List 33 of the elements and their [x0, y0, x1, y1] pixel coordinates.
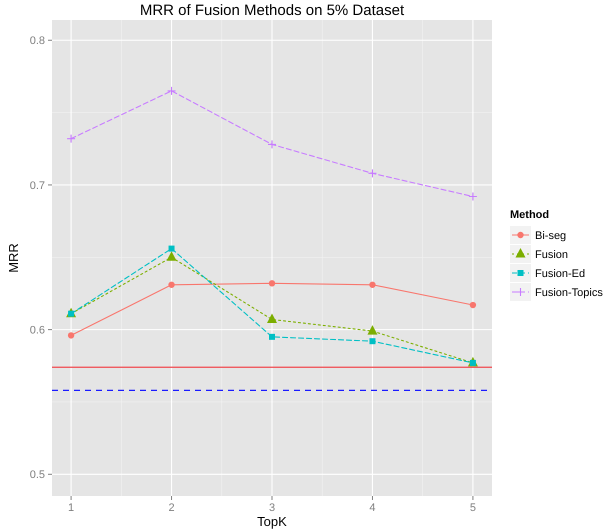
legend-label: Fusion-Topics: [535, 286, 604, 299]
y-axis-title: MRR: [6, 243, 21, 273]
y-tick-label: 0.5: [30, 469, 45, 482]
x-tick-label: 1: [68, 502, 74, 514]
y-tick-label: 0.6: [30, 324, 45, 336]
x-tick-label: 4: [369, 502, 376, 514]
legend-label: Bi-seg: [535, 230, 566, 242]
x-tick-label: 3: [268, 502, 276, 514]
y-tick-label: 0.8: [30, 35, 45, 48]
x-tick-label: 2: [168, 502, 175, 514]
legend-label: Fusion-Ed: [535, 268, 586, 280]
x-tick-label: 5: [470, 502, 476, 514]
point: [166, 251, 177, 261]
legend-label: Fusion: [535, 248, 568, 261]
point: [168, 246, 175, 252]
point: [369, 282, 376, 288]
point: [367, 325, 378, 335]
point: [268, 280, 276, 287]
point: [468, 192, 478, 202]
point: [369, 338, 376, 344]
chart-title: MRR of Fusion Methods on 5% Dataset: [140, 2, 405, 19]
x-axis-title: TopK: [257, 514, 288, 529]
point: [66, 134, 76, 144]
point: [368, 168, 378, 178]
point: [267, 140, 277, 149]
point: [68, 332, 74, 339]
point: [269, 334, 275, 340]
point: [470, 302, 476, 308]
point: [168, 282, 175, 288]
y-tick-label: 0.7: [30, 180, 45, 192]
point: [166, 86, 176, 96]
point: [267, 313, 277, 323]
legend-title: Method: [510, 209, 550, 221]
